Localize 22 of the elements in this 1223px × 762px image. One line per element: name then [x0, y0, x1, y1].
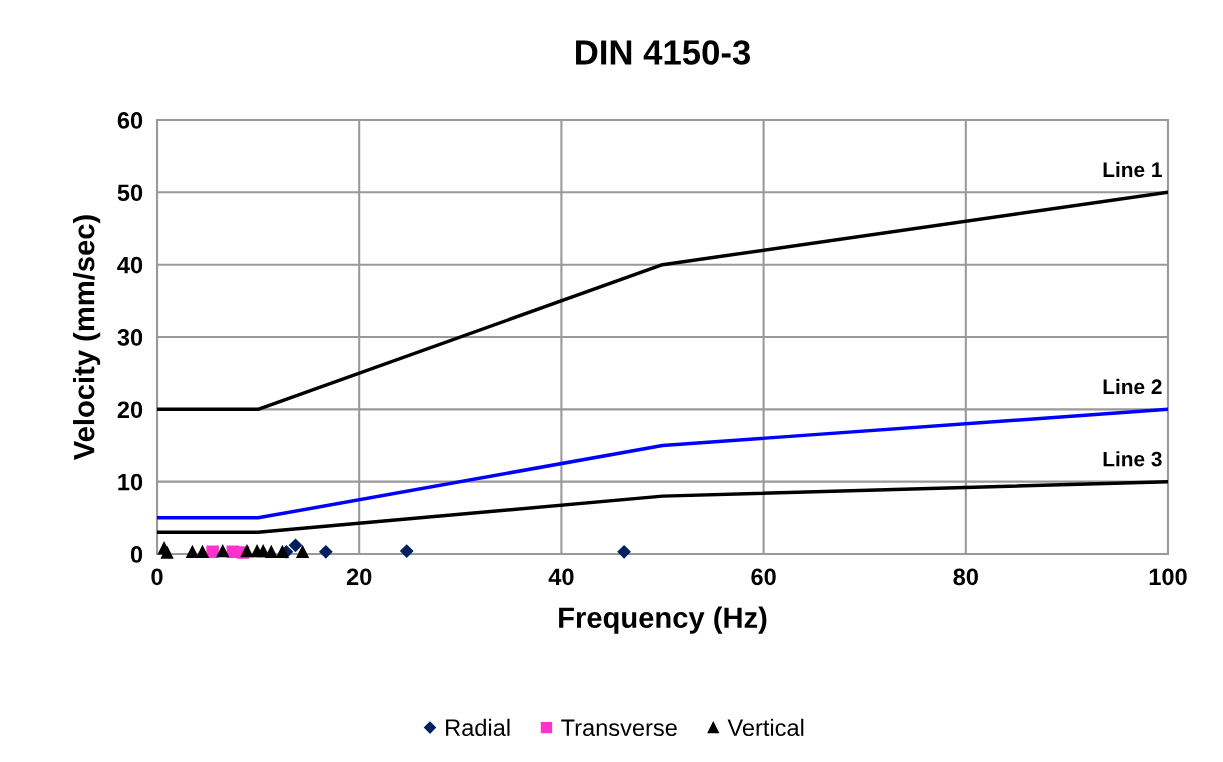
chart-title: DIN 4150-3 [576, 40, 751, 65]
y-axis-title: Velocity (mm/sec) [73, 215, 101, 460]
x-axis-title: Frequency (Hz) [559, 606, 767, 634]
series-label: Line 1 [1103, 161, 1162, 178]
y-tick-label: 40 [117, 256, 143, 274]
x-tick-label: 0 [151, 568, 163, 586]
series-label: Line 2 [1103, 378, 1162, 395]
x-tick-label: 60 [751, 568, 776, 586]
y-tick-label: 20 [117, 401, 143, 419]
y-tick-label: 50 [117, 184, 143, 202]
y-tick-label: 60 [117, 112, 143, 129]
y-tick-label: 0 [130, 546, 143, 563]
x-tick-label: 20 [346, 568, 372, 586]
legend-label: Transverse [561, 719, 677, 737]
legend-label: Radial [446, 718, 510, 737]
y-tick-label: 30 [117, 329, 143, 346]
series-label: Line 3 [1103, 451, 1162, 467]
legend-label: Vertical [727, 718, 804, 737]
x-tick-label: 80 [953, 568, 978, 586]
x-tick-label: 100 [1149, 568, 1187, 586]
x-tick-label: 40 [548, 568, 574, 586]
y-tick-label: 10 [118, 473, 143, 491]
